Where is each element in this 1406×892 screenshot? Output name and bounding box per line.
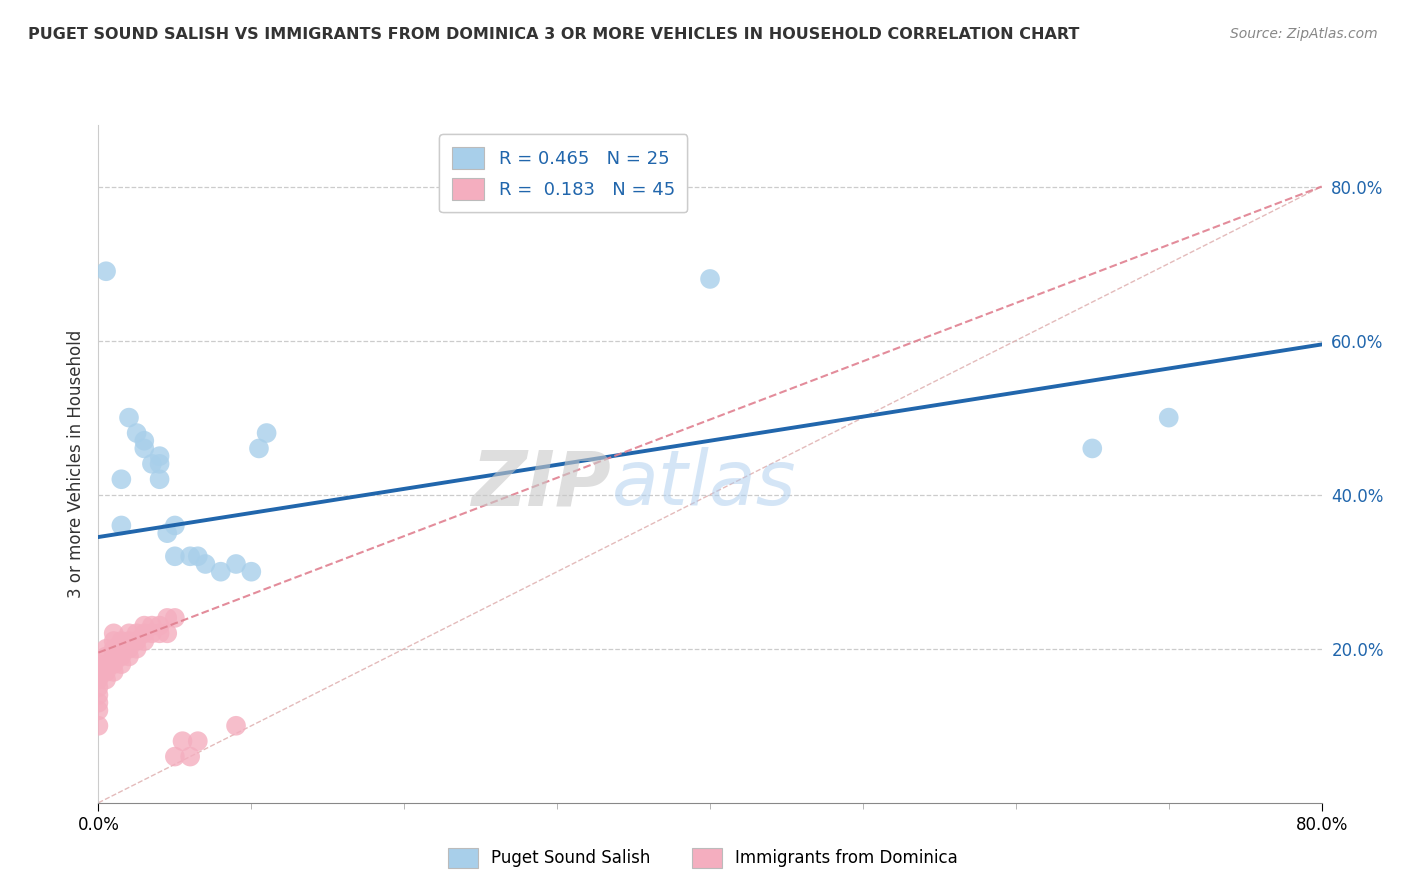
Point — [110, 649, 132, 664]
Text: atlas: atlas — [612, 447, 797, 521]
Point — [149, 626, 172, 640]
Point — [699, 272, 721, 286]
Point — [103, 634, 125, 648]
Point — [125, 425, 148, 440]
Point — [94, 665, 117, 679]
Point — [103, 657, 125, 672]
Point — [110, 472, 132, 486]
Point — [125, 634, 148, 648]
Point — [134, 634, 156, 648]
Point — [87, 719, 110, 733]
Point — [225, 719, 247, 733]
Point — [87, 688, 110, 702]
Point — [125, 626, 148, 640]
Text: PUGET SOUND SALISH VS IMMIGRANTS FROM DOMINICA 3 OR MORE VEHICLES IN HOUSEHOLD C: PUGET SOUND SALISH VS IMMIGRANTS FROM DO… — [28, 27, 1080, 42]
Point — [141, 626, 163, 640]
Point — [149, 618, 172, 632]
Point — [187, 549, 209, 564]
Point — [87, 673, 110, 687]
Point — [134, 434, 156, 448]
Y-axis label: 3 or more Vehicles in Household: 3 or more Vehicles in Household — [66, 330, 84, 598]
Point — [134, 442, 156, 456]
Point — [1157, 410, 1180, 425]
Point — [149, 472, 172, 486]
Point — [134, 618, 156, 632]
Point — [110, 641, 132, 656]
Point — [247, 442, 270, 456]
Point — [134, 626, 156, 640]
Point — [141, 457, 163, 471]
Point — [141, 618, 163, 632]
Point — [179, 749, 201, 764]
Point — [125, 641, 148, 656]
Point — [156, 626, 179, 640]
Point — [187, 734, 209, 748]
Point — [118, 410, 141, 425]
Point — [103, 641, 125, 656]
Point — [149, 449, 172, 463]
Point — [194, 557, 217, 571]
Point — [118, 641, 141, 656]
Point — [163, 549, 186, 564]
Point — [209, 565, 232, 579]
Point — [110, 657, 132, 672]
Point — [94, 264, 117, 278]
Point — [156, 611, 179, 625]
Point — [225, 557, 247, 571]
Text: Source: ZipAtlas.com: Source: ZipAtlas.com — [1230, 27, 1378, 41]
Point — [110, 518, 132, 533]
Point — [87, 703, 110, 717]
Point — [94, 673, 117, 687]
Legend: R = 0.465   N = 25, R =  0.183   N = 45: R = 0.465 N = 25, R = 0.183 N = 45 — [439, 134, 688, 212]
Point — [163, 518, 186, 533]
Point — [163, 749, 186, 764]
Point — [256, 425, 278, 440]
Legend: Puget Sound Salish, Immigrants from Dominica: Puget Sound Salish, Immigrants from Domi… — [441, 841, 965, 875]
Point — [240, 565, 263, 579]
Point — [110, 634, 132, 648]
Point — [94, 641, 117, 656]
Point — [103, 626, 125, 640]
Point — [1081, 442, 1104, 456]
Point — [103, 665, 125, 679]
Point — [179, 549, 201, 564]
Point — [118, 634, 141, 648]
Point — [118, 626, 141, 640]
Point — [87, 680, 110, 694]
Point — [156, 526, 179, 541]
Point — [87, 657, 110, 672]
Point — [149, 457, 172, 471]
Point — [118, 649, 141, 664]
Point — [172, 734, 194, 748]
Point — [87, 665, 110, 679]
Point — [87, 696, 110, 710]
Point — [103, 649, 125, 664]
Point — [94, 649, 117, 664]
Point — [163, 611, 186, 625]
Point — [94, 657, 117, 672]
Text: ZIP: ZIP — [472, 447, 612, 521]
